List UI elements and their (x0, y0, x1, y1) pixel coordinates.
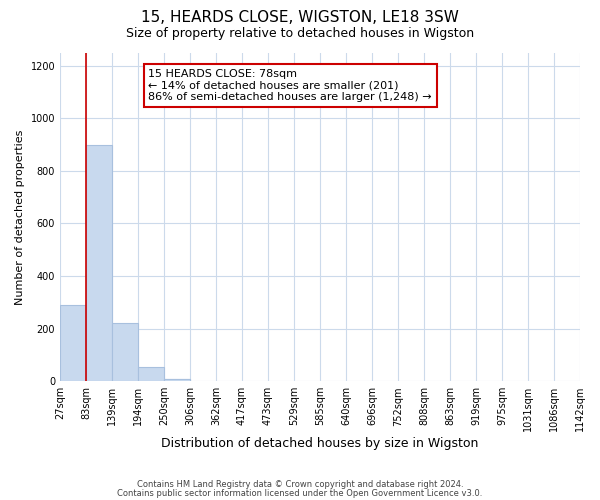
Text: Contains HM Land Registry data © Crown copyright and database right 2024.: Contains HM Land Registry data © Crown c… (137, 480, 463, 489)
X-axis label: Distribution of detached houses by size in Wigston: Distribution of detached houses by size … (161, 437, 479, 450)
Bar (112, 324, 138, 381)
Bar (164, 378, 190, 381)
Bar (60, 305, 86, 381)
Bar (86, 144, 112, 381)
Bar (138, 366, 164, 381)
Text: Contains public sector information licensed under the Open Government Licence v3: Contains public sector information licen… (118, 488, 482, 498)
Y-axis label: Number of detached properties: Number of detached properties (15, 129, 25, 304)
Text: Size of property relative to detached houses in Wigston: Size of property relative to detached ho… (126, 28, 474, 40)
Text: 15, HEARDS CLOSE, WIGSTON, LE18 3SW: 15, HEARDS CLOSE, WIGSTON, LE18 3SW (141, 10, 459, 25)
Text: 15 HEARDS CLOSE: 78sqm
← 14% of detached houses are smaller (201)
86% of semi-de: 15 HEARDS CLOSE: 78sqm ← 14% of detached… (148, 69, 432, 102)
Bar (164, 378, 190, 381)
